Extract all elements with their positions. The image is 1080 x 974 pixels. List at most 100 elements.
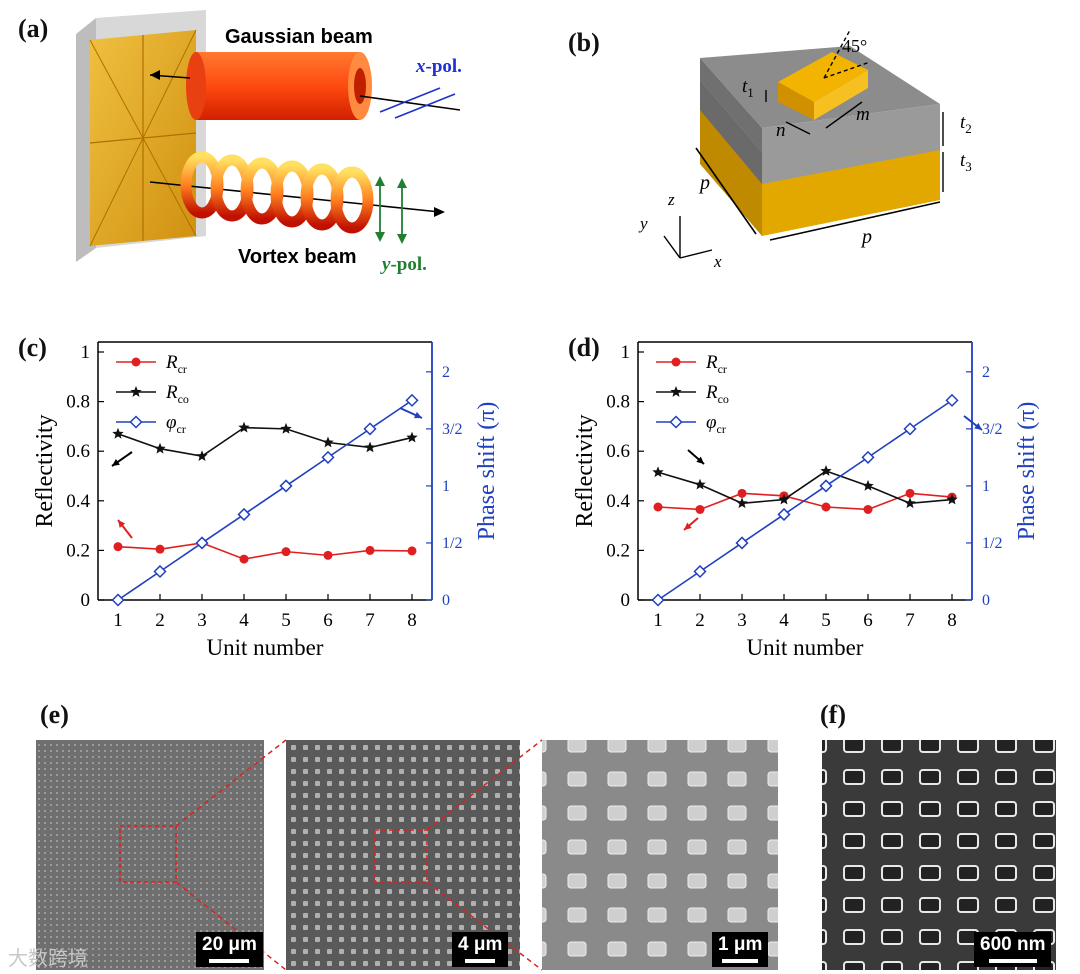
x-tick-label: 7 <box>905 610 915 631</box>
series-line-cr-phase <box>117 399 413 601</box>
x-axis-label: Unit number <box>747 635 864 660</box>
data-point <box>321 450 335 464</box>
x-tick-label: 3 <box>197 610 207 631</box>
y-tick-label: 0.2 <box>66 540 90 561</box>
vortex-beam-label: Vortex beam <box>238 246 357 268</box>
x-tick-label: 7 <box>365 610 375 631</box>
data-point <box>652 466 664 478</box>
data-point <box>821 502 831 512</box>
data-point <box>154 442 166 454</box>
scalebar-600nm: 600 nm <box>974 932 1052 967</box>
y-tick-label: 0.4 <box>66 491 90 512</box>
data-point <box>695 504 705 514</box>
x-tick-label: 5 <box>821 610 831 631</box>
gaussian-beam-cylinder <box>149 52 461 120</box>
arrow-rcr-left-head <box>118 520 126 528</box>
legend-label: Rcr <box>165 352 187 376</box>
data-point <box>239 554 249 564</box>
data-point <box>365 545 375 555</box>
sem-image-2 <box>286 740 520 970</box>
y2-tick-label: 3/2 <box>442 421 462 438</box>
arrow-rco-left-head <box>112 459 120 466</box>
axis-x-label: x <box>714 252 722 271</box>
panel-f-label: (f) <box>820 700 846 729</box>
series-line-co <box>117 426 413 458</box>
data-point <box>693 564 707 579</box>
panel-a-label: (a) <box>18 14 49 43</box>
legend-marker <box>130 386 142 397</box>
data-point <box>111 593 125 607</box>
y-tick-label: 0.4 <box>606 491 630 512</box>
watermark: 大数跨境 <box>8 946 88 970</box>
data-point <box>323 550 333 560</box>
y-axis-label: Reflectivity <box>32 414 58 527</box>
y2-tick-label: 1 <box>442 478 450 495</box>
data-point <box>196 450 208 461</box>
x-tick-label: 4 <box>239 610 249 631</box>
y2-tick-label: 2 <box>982 364 990 381</box>
arrow-rco-left-head <box>696 456 704 464</box>
m-label: m <box>856 104 870 125</box>
legend-marker <box>671 357 681 367</box>
y-pol-label: y-pol. <box>382 254 427 275</box>
sem-image-4 <box>822 740 1056 970</box>
y2-tick-label: 0 <box>442 592 450 609</box>
x-tick-label: 4 <box>779 610 789 631</box>
data-point <box>905 488 915 498</box>
data-point <box>364 441 376 453</box>
y2-tick-label: 1 <box>982 478 990 495</box>
y-tick-label: 0 <box>81 590 91 611</box>
x-tick-label: 2 <box>155 610 165 631</box>
x-tick-label: 5 <box>281 610 291 631</box>
data-point <box>153 564 167 579</box>
chart-c: 0 0.2 0.4 0.6 0.8 1 0 1/2 1 3/2 2 1 2 3 4 5 6 7 8 Unit numb… <box>32 341 500 660</box>
series-line-cr <box>657 492 953 511</box>
panel-a-illustration <box>76 10 461 262</box>
data-point <box>195 536 209 550</box>
x-axis-label: Unit number <box>207 635 324 660</box>
data-point <box>863 504 873 514</box>
series-line-cr-phase <box>657 399 953 601</box>
sem-images <box>36 739 1056 971</box>
y-tick-label: 0.6 <box>66 441 90 462</box>
axis-y-label: y <box>640 214 648 233</box>
y2-axis-label: Phase shift (π) <box>474 402 500 541</box>
y-tick-label: 0.8 <box>66 392 90 413</box>
data-point <box>155 544 165 554</box>
y-tick-label: 0 <box>621 590 631 611</box>
data-point <box>238 421 250 433</box>
data-point <box>651 593 665 607</box>
scalebar-20um: 20 μm <box>196 932 263 967</box>
y2-tick-label: 0 <box>982 592 990 609</box>
t3-label: t3 <box>960 150 972 174</box>
x-tick-label: 8 <box>947 610 957 631</box>
legend-label: Rco <box>165 382 189 406</box>
data-point <box>903 422 917 436</box>
metasurface-plate <box>76 10 206 262</box>
t2-label: t2 <box>960 112 972 136</box>
legend-label: Rcr <box>705 352 727 376</box>
data-point <box>407 546 417 556</box>
y2-tick-label: 1/2 <box>982 535 1002 552</box>
data-point <box>735 536 749 550</box>
y2-tick-label: 2 <box>442 364 450 381</box>
arrow-phase-right-head <box>974 422 982 430</box>
data-point <box>406 431 418 443</box>
data-point <box>820 465 832 476</box>
legend-marker <box>129 415 143 429</box>
data-point <box>694 478 706 490</box>
data-point <box>861 450 875 464</box>
legend-marker <box>669 415 683 429</box>
series-line-cr <box>117 542 413 560</box>
panel-d-label: (d) <box>568 333 600 362</box>
y-tick-label: 1 <box>81 342 91 363</box>
x-tick-label: 6 <box>863 610 873 631</box>
y2-tick-label: 1/2 <box>442 535 462 552</box>
x-tick-label: 1 <box>113 610 123 631</box>
x-tick-label: 8 <box>407 610 417 631</box>
data-point <box>904 497 916 509</box>
data-point <box>736 497 748 509</box>
angle-label: 45° <box>842 36 868 56</box>
t1-label: t1 <box>742 76 754 100</box>
x-tick-label: 3 <box>737 610 747 631</box>
